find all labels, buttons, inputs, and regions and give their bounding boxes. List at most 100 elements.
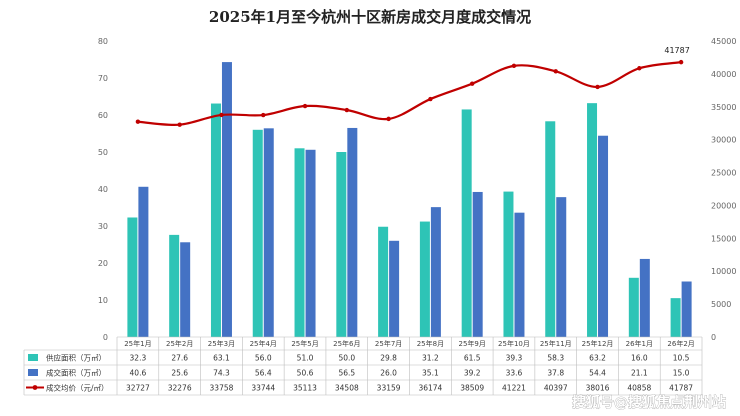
y-left-tick-label: 20: [98, 259, 108, 268]
data-label: 16.0: [631, 354, 648, 363]
supply-bar: [169, 234, 180, 337]
data-label: 58.3: [547, 354, 564, 363]
deal-bar: [514, 212, 525, 337]
supply-bar: [252, 129, 263, 337]
data-label: 38509: [460, 384, 484, 393]
supply-bar: [545, 121, 556, 337]
data-label: 36174: [418, 384, 442, 393]
price-line: [135, 59, 684, 127]
data-label: 63.1: [213, 354, 230, 363]
data-label: 50.6: [297, 369, 314, 378]
y-right-tick-label: 10000: [711, 267, 736, 276]
data-label: 35113: [293, 384, 317, 393]
x-tick-label: 25年7月: [375, 339, 402, 348]
deal-bar: [180, 242, 191, 337]
data-label: 15.0: [673, 369, 690, 378]
price-point: [678, 59, 684, 65]
data-label: 31.2: [422, 354, 439, 363]
deal-bar: [347, 127, 358, 337]
x-tick-label: 25年8月: [417, 339, 444, 348]
data-label: 61.5: [464, 354, 481, 363]
deal-bar: [138, 186, 149, 337]
price-point: [595, 84, 600, 90]
data-label: 51.0: [297, 354, 314, 363]
watermark: 搜狐号@搜狐焦点荆州站: [572, 394, 726, 411]
data-label: 39.3: [506, 354, 523, 363]
price-point: [386, 116, 391, 122]
legend-label: 成交均价（元/㎡）: [46, 383, 109, 393]
bars: [127, 62, 692, 338]
data-label: 40.6: [130, 369, 147, 378]
price-point: [261, 112, 266, 118]
data-label: 26.0: [380, 369, 397, 378]
data-label: 56.0: [255, 354, 272, 363]
chart-title: 2025年1月至今杭州十区新房成交月度成交情况: [209, 8, 531, 26]
price-point: [637, 66, 642, 71]
data-label: 33758: [210, 384, 234, 393]
x-tick-label: 25年5月: [291, 339, 318, 348]
y-axis-left: 0 10 20 30 40 50 60 70 80: [98, 37, 108, 342]
y-axis-right: 0 5000 10000 15000 20000 25000 30000 35000 40000…: [711, 37, 736, 342]
supply-bar: [210, 103, 221, 337]
deal-bar: [430, 207, 441, 337]
deal-bar: [556, 197, 567, 337]
deal-bar: [263, 128, 274, 337]
deal-bar: [472, 191, 483, 337]
y-right-tick-label: 5000: [711, 300, 731, 309]
price-point: [135, 119, 141, 124]
data-label: 34508: [335, 384, 359, 393]
y-right-tick-label: 45000: [711, 37, 736, 46]
data-label: 33744: [251, 384, 275, 393]
supply-bar: [628, 277, 639, 337]
data-label: 25.6: [171, 369, 188, 378]
y-right-tick-label: 30000: [711, 136, 736, 145]
x-tick-label: 25年6月: [333, 339, 360, 348]
deal-bar: [221, 62, 232, 338]
supply-bar: [378, 226, 389, 337]
deal-bar: [639, 258, 650, 337]
price-point: [219, 112, 224, 118]
supply-bar: [127, 217, 138, 337]
y-right-tick-label: 0: [711, 333, 716, 342]
data-label: 32727: [126, 384, 150, 393]
data-label: 39.2: [464, 369, 481, 378]
data-label: 32.3: [130, 354, 147, 363]
supply-bar: [461, 109, 472, 337]
data-label: 56.5: [338, 369, 355, 378]
data-label: 38016: [586, 384, 610, 393]
y-left-tick-label: 40: [98, 185, 108, 194]
data-label: 21.1: [631, 369, 648, 378]
price-point: [553, 69, 558, 74]
data-label: 37.8: [547, 369, 564, 378]
deal-bar: [598, 135, 609, 337]
data-label: 54.4: [589, 369, 606, 378]
x-tick-label: 25年11月: [540, 339, 572, 348]
x-tick-label: 25年1月: [124, 339, 151, 348]
legend-label: 成交面积（万㎡）: [46, 368, 106, 378]
supply-bar: [294, 148, 305, 337]
data-label: 74.3: [213, 369, 230, 378]
supply-bar: [503, 191, 514, 337]
x-tick-label: 25年9月: [458, 339, 485, 348]
data-label: 63.2: [589, 354, 606, 363]
data-label: 32276: [168, 384, 192, 393]
deal-bar: [389, 240, 400, 337]
price-point: [302, 103, 308, 109]
data-label: 33.6: [506, 369, 523, 378]
y-left-tick-label: 0: [103, 333, 108, 342]
price-point: [344, 107, 350, 113]
legend-swatch: [28, 354, 38, 361]
y-right-tick-label: 40000: [711, 70, 736, 79]
price-point: [469, 81, 475, 86]
deal-bar: [681, 281, 692, 337]
x-tick-label: 25年4月: [250, 339, 277, 348]
supply-bar: [670, 298, 681, 337]
y-right-tick-label: 15000: [711, 234, 736, 243]
price-point: [428, 96, 433, 102]
x-tick-label: 25年10月: [498, 339, 530, 348]
x-tick-label: 26年1月: [626, 339, 653, 348]
supply-bar: [419, 221, 430, 337]
data-label: 50.0: [338, 354, 355, 363]
x-tick-label: 25年3月: [208, 339, 235, 348]
